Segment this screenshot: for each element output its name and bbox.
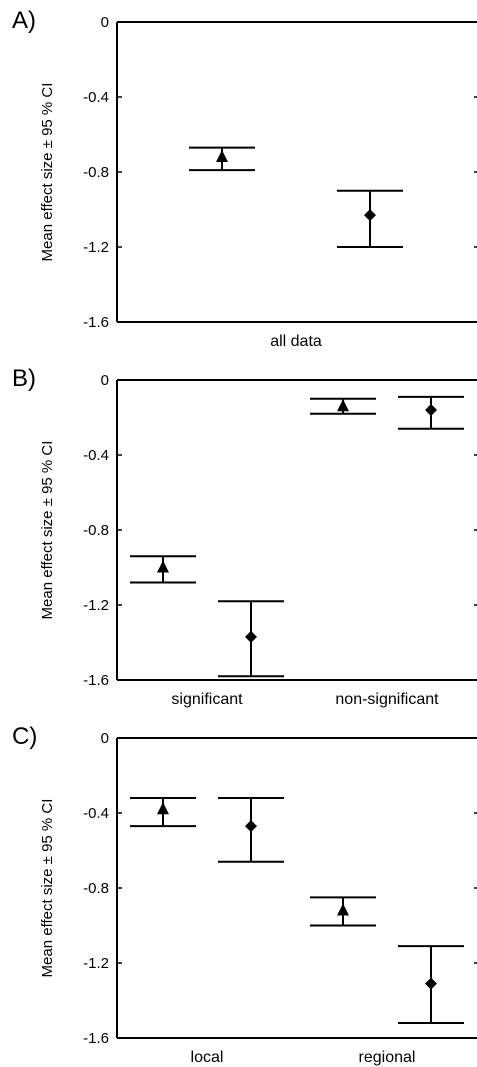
category-label: all data <box>270 333 322 350</box>
y-tick-label: -1.6 <box>83 314 109 331</box>
y-tick-label: -0.4 <box>83 447 109 464</box>
y-tick-label: -1.2 <box>83 597 109 614</box>
y-axis-title: Mean effect size ± 95 % CI <box>39 799 56 978</box>
y-tick-label: -0.8 <box>83 164 109 181</box>
diamond-marker <box>425 404 437 416</box>
triangle-marker <box>337 399 349 412</box>
triangle-marker <box>157 802 169 815</box>
y-tick-label: -0.8 <box>83 880 109 897</box>
category-label: local <box>191 1049 224 1066</box>
category-label: non-significant <box>335 691 439 708</box>
diamond-marker <box>245 630 257 643</box>
diamond-marker <box>364 209 376 222</box>
y-tick-label: -1.6 <box>83 672 109 689</box>
y-tick-label: 0 <box>101 730 109 747</box>
y-tick-label: -0.4 <box>83 805 109 822</box>
chart-panel-3: 0 -0.4 -0.8 -1.2 -1.6 Mean effect size ± 95 %… <box>12 723 477 1066</box>
chart-panel-1: 0 -0.4 -0.8 -1.2 -1.6 Mean effect size ± 95 %… <box>12 7 477 350</box>
y-axis-title: Mean effect size ± 95 % CI <box>39 83 56 262</box>
diamond-marker <box>245 820 257 833</box>
y-axis-title: Mean effect size ± 95 % CI <box>39 441 56 620</box>
diamond-marker <box>425 977 437 990</box>
y-tick-label: -1.2 <box>83 239 109 256</box>
triangle-marker <box>157 560 169 573</box>
y-tick-label: -1.2 <box>83 955 109 972</box>
triangle-marker <box>337 903 349 916</box>
panel-label: C) <box>12 723 37 750</box>
category-label: regional <box>359 1049 416 1066</box>
triangle-marker <box>216 150 228 162</box>
y-tick-label: 0 <box>101 372 109 389</box>
y-tick-label: 0 <box>101 14 109 31</box>
y-tick-label: -0.4 <box>83 89 109 106</box>
panel-label: A) <box>12 7 36 34</box>
y-tick-label: -1.6 <box>83 1030 109 1047</box>
category-label: significant <box>171 691 243 708</box>
y-tick-label: -0.8 <box>83 522 109 539</box>
chart-panel-2: 0 -0.4 -0.8 -1.2 -1.6 Mean effect size ± 95 %… <box>12 365 477 708</box>
panel-label: B) <box>12 365 36 392</box>
